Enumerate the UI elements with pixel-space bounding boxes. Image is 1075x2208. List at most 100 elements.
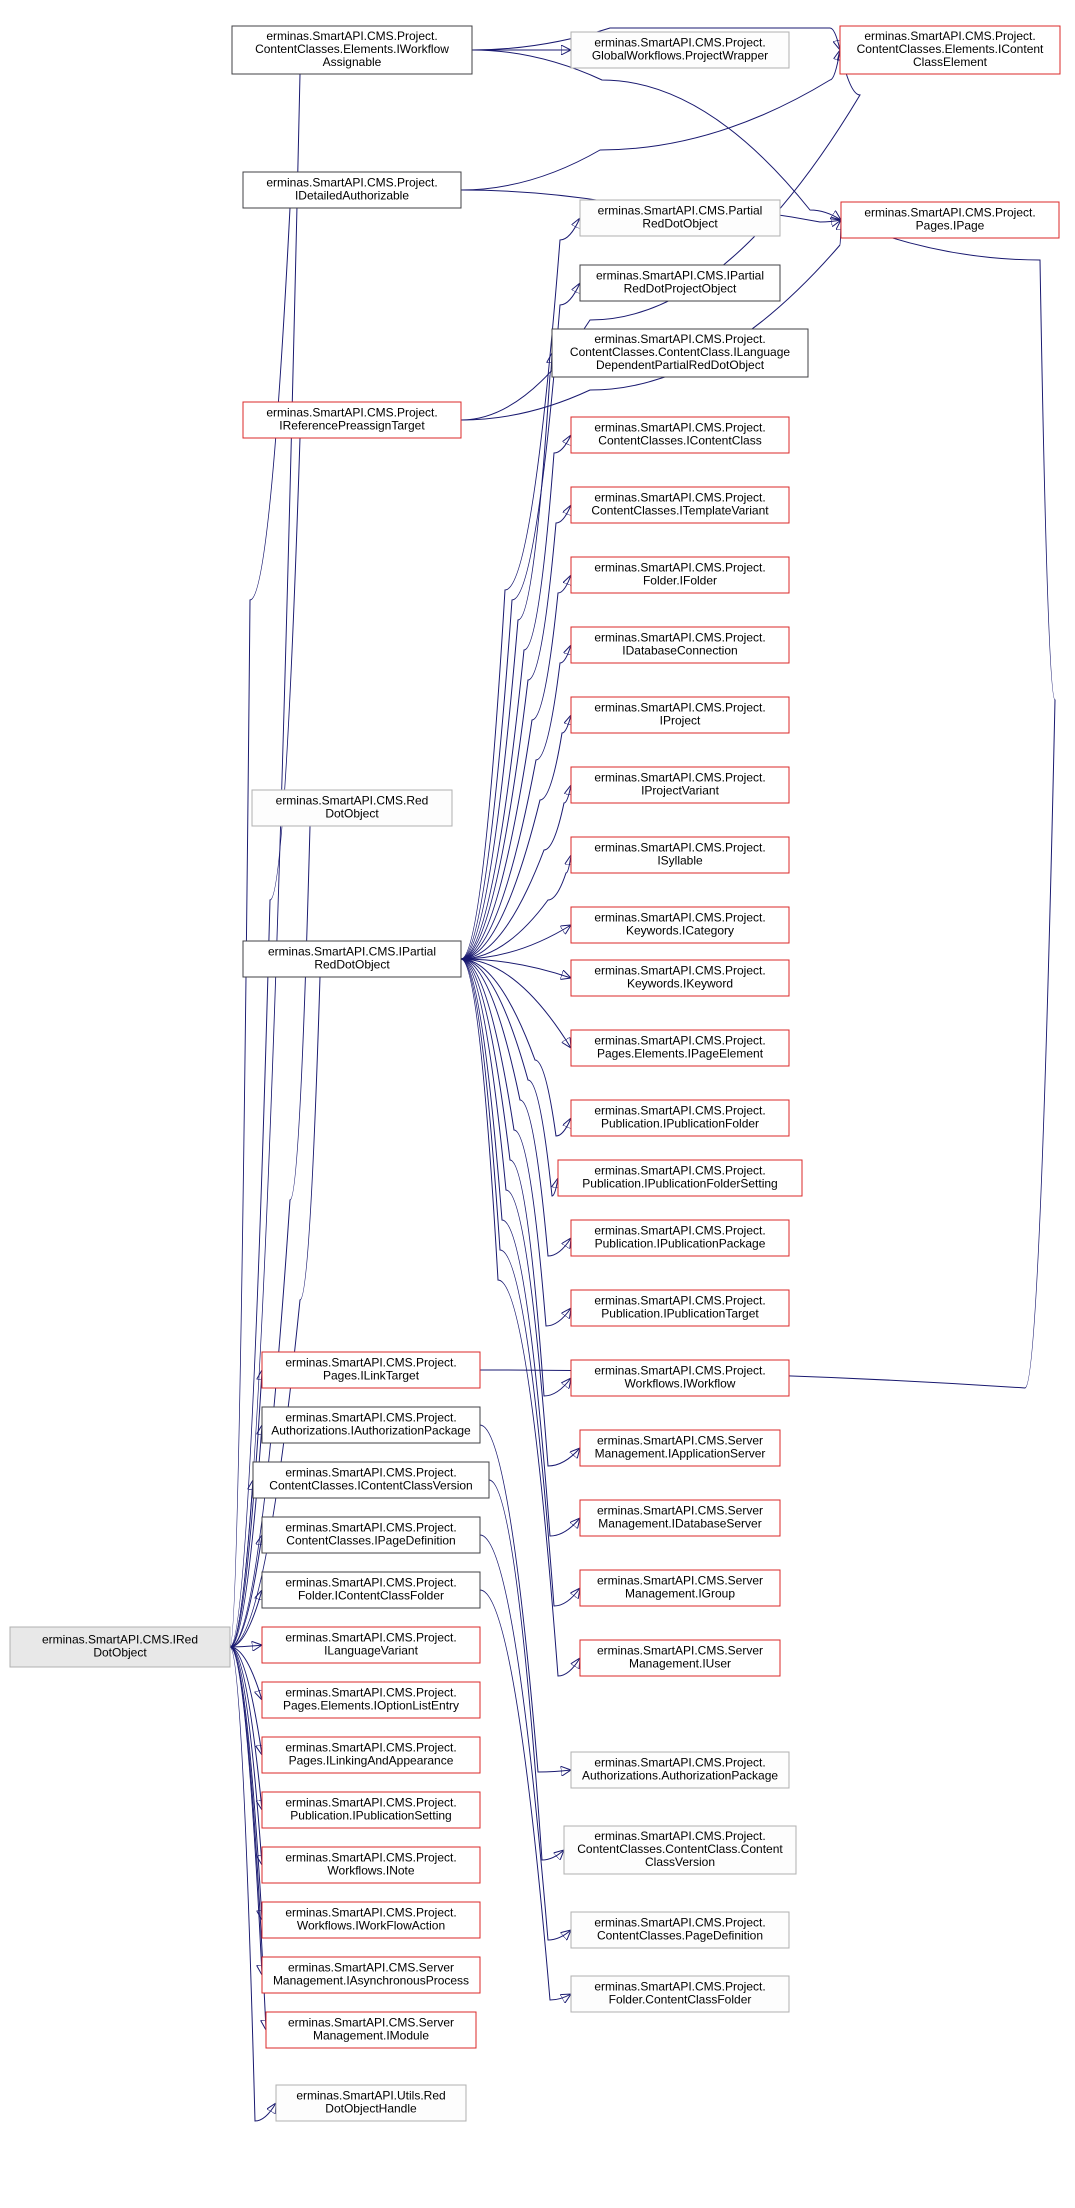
- node-label: IDetailedAuthorizable: [295, 189, 409, 203]
- node-ipubfolder[interactable]: erminas.SmartAPI.CMS.Project.Publication…: [571, 1100, 789, 1136]
- edge: [461, 50, 840, 190]
- node-ifolder[interactable]: erminas.SmartAPI.CMS.Project.Folder.IFol…: [571, 557, 789, 593]
- node-label: Management.IDatabaseServer: [598, 1517, 761, 1531]
- node-label: erminas.SmartAPI.CMS.Project.: [285, 1466, 456, 1480]
- node-icontentelem[interactable]: erminas.SmartAPI.CMS.Project.ContentClas…: [840, 26, 1060, 74]
- node-partialrdo[interactable]: erminas.SmartAPI.CMS.PartialRedDotObject: [580, 200, 780, 236]
- node-label: erminas.SmartAPI.CMS.Project.: [285, 1411, 456, 1425]
- node-label: erminas.SmartAPI.CMS.Project.: [594, 1034, 765, 1048]
- node-label: Publication.IPublicationFolder: [601, 1117, 759, 1131]
- node-label: ContentClasses.IContentClassVersion: [269, 1479, 472, 1493]
- node-label: erminas.SmartAPI.CMS.Project.: [594, 1364, 765, 1378]
- node-icategory[interactable]: erminas.SmartAPI.CMS.Project.Keywords.IC…: [571, 907, 789, 943]
- node-ipageelem[interactable]: erminas.SmartAPI.CMS.Project.Pages.Eleme…: [571, 1030, 789, 1066]
- node-label: Keywords.ICategory: [626, 924, 734, 938]
- node-label: Pages.IPage: [916, 219, 985, 233]
- node-ilangdep[interactable]: erminas.SmartAPI.CMS.Project.ContentClas…: [552, 329, 808, 377]
- node-label: ILanguageVariant: [324, 1644, 419, 1658]
- node-ccfolderc[interactable]: erminas.SmartAPI.CMS.Project.Folder.Cont…: [571, 1976, 789, 2012]
- node-pagedefc[interactable]: erminas.SmartAPI.CMS.Project.ContentClas…: [571, 1912, 789, 1948]
- node-label: erminas.SmartAPI.CMS.Project.: [594, 1164, 765, 1178]
- node-label: Folder.IFolder: [643, 574, 717, 588]
- node-ccverc[interactable]: erminas.SmartAPI.CMS.Project.ContentClas…: [564, 1826, 796, 1874]
- node-ilangvar[interactable]: erminas.SmartAPI.CMS.Project.ILanguageVa…: [262, 1627, 480, 1663]
- node-label: erminas.SmartAPI.CMS.Project.: [285, 1741, 456, 1755]
- node-ipubset[interactable]: erminas.SmartAPI.CMS.Project.Publication…: [262, 1792, 480, 1828]
- edge: [461, 283, 580, 959]
- node-label: erminas.SmartAPI.CMS.Server: [597, 1504, 763, 1518]
- node-iccver[interactable]: erminas.SmartAPI.CMS.Project.ContentClas…: [253, 1462, 489, 1498]
- node-label: erminas.SmartAPI.CMS.Red: [276, 794, 429, 808]
- edge: [489, 1480, 564, 1860]
- node-iworkflow[interactable]: erminas.SmartAPI.CMS.Project.ContentClas…: [232, 26, 472, 74]
- node-label: ContentClasses.IContentClass: [598, 434, 761, 448]
- node-ipage[interactable]: erminas.SmartAPI.CMS.Project.Pages.IPage: [841, 202, 1059, 238]
- node-igroup[interactable]: erminas.SmartAPI.CMS.ServerManagement.IG…: [580, 1570, 780, 1606]
- node-iccfolder[interactable]: erminas.SmartAPI.CMS.Project.Folder.ICon…: [262, 1572, 480, 1608]
- node-iappsrv[interactable]: erminas.SmartAPI.CMS.ServerManagement.IA…: [580, 1430, 780, 1466]
- node-idbconn[interactable]: erminas.SmartAPI.CMS.Project.IDatabaseCo…: [571, 627, 789, 663]
- edge: [461, 353, 552, 959]
- node-iasync[interactable]: erminas.SmartAPI.CMS.ServerManagement.IA…: [262, 1957, 480, 1993]
- node-label: erminas.SmartAPI.CMS.Project.: [594, 1224, 765, 1238]
- node-ipubfset[interactable]: erminas.SmartAPI.CMS.Project.Publication…: [558, 1160, 802, 1196]
- node-label: erminas.SmartAPI.CMS.Project.: [285, 1851, 456, 1865]
- node-ilinktarget[interactable]: erminas.SmartAPI.CMS.Project.Pages.ILink…: [262, 1352, 480, 1388]
- node-label: erminas.SmartAPI.CMS.Server: [597, 1644, 763, 1658]
- node-icontentclass[interactable]: erminas.SmartAPI.CMS.Project.ContentClas…: [571, 417, 789, 453]
- edge: [461, 959, 558, 1196]
- node-label: ContentClasses.ContentClass.Content: [577, 1842, 783, 1856]
- node-ipartialproj[interactable]: erminas.SmartAPI.CMS.IPartialRedDotProje…: [580, 265, 780, 301]
- node-idetailauth[interactable]: erminas.SmartAPI.CMS.Project.IDetailedAu…: [243, 172, 461, 208]
- node-ipubtgt[interactable]: erminas.SmartAPI.CMS.Project.Publication…: [571, 1290, 789, 1326]
- node-label: erminas.SmartAPI.CMS.Project.: [864, 206, 1035, 220]
- node-isyllable[interactable]: erminas.SmartAPI.CMS.Project.ISyllable: [571, 837, 789, 873]
- node-inote[interactable]: erminas.SmartAPI.CMS.Project.Workflows.I…: [262, 1847, 480, 1883]
- edge: [461, 959, 571, 1256]
- node-ireftarget[interactable]: erminas.SmartAPI.CMS.Project.IReferenceP…: [243, 402, 461, 438]
- node-label: erminas.SmartAPI.CMS.Partial: [598, 204, 763, 218]
- node-iproject[interactable]: erminas.SmartAPI.CMS.Project.IProject: [571, 697, 789, 733]
- node-label: erminas.SmartAPI.CMS.Project.: [594, 36, 765, 50]
- node-handle[interactable]: erminas.SmartAPI.Utils.RedDotObjectHandl…: [276, 2085, 466, 2121]
- node-label: DotObject: [93, 1646, 147, 1660]
- node-label: IProject: [660, 714, 701, 728]
- node-label: DotObject: [325, 807, 379, 821]
- node-label: erminas.SmartAPI.CMS.Project.: [864, 29, 1035, 43]
- node-label: ContentClasses.Elements.IContent: [857, 42, 1044, 56]
- node-iauthpkg[interactable]: erminas.SmartAPI.CMS.Project.Authorizati…: [262, 1407, 480, 1443]
- node-root[interactable]: erminas.SmartAPI.CMS.IRedDotObject: [10, 1627, 230, 1667]
- node-label: erminas.SmartAPI.CMS.Project.: [285, 1576, 456, 1590]
- node-idbsrv[interactable]: erminas.SmartAPI.CMS.ServerManagement.ID…: [580, 1500, 780, 1536]
- node-imodule[interactable]: erminas.SmartAPI.CMS.ServerManagement.IM…: [266, 2012, 476, 2048]
- node-label: erminas.SmartAPI.CMS.Project.: [594, 701, 765, 715]
- node-label: erminas.SmartAPI.CMS.Project.: [594, 332, 765, 346]
- node-label: RedDotProjectObject: [624, 282, 737, 296]
- node-ipubpkg[interactable]: erminas.SmartAPI.CMS.Project.Publication…: [571, 1220, 789, 1256]
- node-label: ContentClasses.Elements.IWorkflow: [255, 42, 449, 56]
- node-label: Workflows.IWorkflow: [625, 1377, 736, 1391]
- node-iwfaction[interactable]: erminas.SmartAPI.CMS.Project.Workflows.I…: [262, 1902, 480, 1938]
- edge: [461, 785, 571, 959]
- node-ipartial[interactable]: erminas.SmartAPI.CMS.IPartialRedDotObjec…: [243, 941, 461, 977]
- edge: [461, 959, 580, 1676]
- node-label: erminas.SmartAPI.Utils.Red: [296, 2089, 445, 2103]
- node-ipagedef[interactable]: erminas.SmartAPI.CMS.Project.ContentClas…: [262, 1517, 480, 1553]
- node-label: Management.IApplicationServer: [595, 1447, 766, 1461]
- node-ioptlist[interactable]: erminas.SmartAPI.CMS.Project.Pages.Eleme…: [262, 1682, 480, 1718]
- node-projwrap[interactable]: erminas.SmartAPI.CMS.Project.GlobalWorkf…: [571, 32, 789, 68]
- node-itvariant[interactable]: erminas.SmartAPI.CMS.Project.ContentClas…: [571, 487, 789, 523]
- node-label: Workflows.IWorkFlowAction: [297, 1919, 445, 1933]
- node-label: RedDotObject: [314, 958, 390, 972]
- node-label: erminas.SmartAPI.CMS.Project.: [285, 1631, 456, 1645]
- node-label: ContentClasses.PageDefinition: [597, 1929, 763, 1943]
- node-iuser[interactable]: erminas.SmartAPI.CMS.ServerManagement.IU…: [580, 1640, 780, 1676]
- node-iwf[interactable]: erminas.SmartAPI.CMS.Project.Workflows.I…: [571, 1360, 789, 1396]
- node-label: erminas.SmartAPI.CMS.Project.: [594, 631, 765, 645]
- node-ilinkapp[interactable]: erminas.SmartAPI.CMS.Project.Pages.ILink…: [262, 1737, 480, 1773]
- node-ikeyword[interactable]: erminas.SmartAPI.CMS.Project.Keywords.IK…: [571, 960, 789, 996]
- node-authpkgc[interactable]: erminas.SmartAPI.CMS.Project.Authorizati…: [571, 1752, 789, 1788]
- node-label: erminas.SmartAPI.CMS.Project.: [285, 1521, 456, 1535]
- node-reddotobj[interactable]: erminas.SmartAPI.CMS.RedDotObject: [252, 790, 452, 826]
- node-iprojvar[interactable]: erminas.SmartAPI.CMS.Project.IProjectVar…: [571, 767, 789, 803]
